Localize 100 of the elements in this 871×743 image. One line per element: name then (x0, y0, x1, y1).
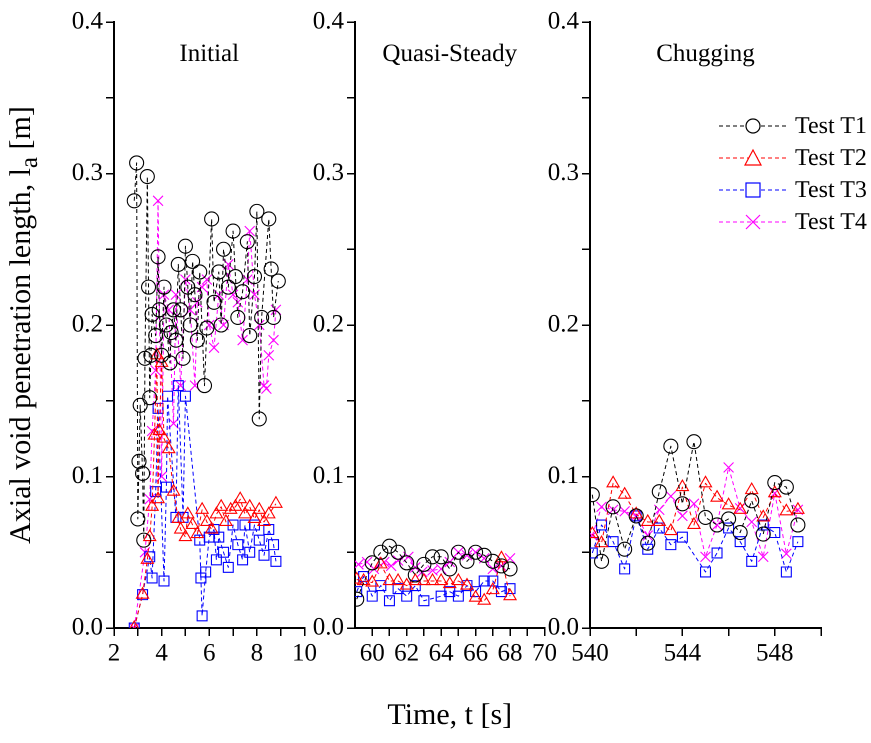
point (146, 426, 158, 437)
point (216, 242, 232, 257)
point (665, 539, 676, 550)
point (166, 484, 180, 496)
point (663, 438, 678, 454)
x-tick-label: 548 (756, 640, 794, 667)
point (190, 526, 204, 538)
x-tick-label: 10 (292, 640, 317, 667)
point (140, 168, 155, 184)
x-tick-label: 60 (360, 640, 385, 667)
point (162, 390, 174, 402)
y-tick-label: 0.1 (548, 462, 579, 490)
point (178, 238, 193, 254)
point (237, 334, 248, 346)
point (143, 530, 156, 542)
point (148, 328, 164, 344)
point (152, 424, 166, 436)
point (260, 383, 272, 394)
x-tick-label: 66 (463, 640, 488, 667)
x-tick-label: 544 (664, 640, 702, 667)
point (200, 566, 212, 578)
y-tick-label: 0.2 (312, 310, 344, 338)
point (226, 224, 241, 239)
point (222, 258, 234, 270)
point (723, 462, 734, 473)
point (594, 554, 610, 569)
point (126, 193, 142, 208)
point (156, 471, 168, 482)
x-tick-label: 6 (203, 640, 216, 667)
point (237, 554, 248, 566)
point (778, 480, 794, 495)
point (204, 532, 215, 543)
point (249, 204, 264, 219)
y-tick-label: 0.2 (548, 310, 579, 338)
point (654, 504, 665, 516)
y-tick-label: 0.2 (72, 310, 103, 338)
point (617, 542, 632, 557)
point (254, 320, 265, 330)
point (144, 551, 156, 562)
point (596, 519, 608, 530)
point (213, 532, 224, 543)
point (158, 289, 170, 300)
point (723, 522, 734, 534)
point (176, 350, 191, 366)
point (150, 364, 162, 376)
point (712, 548, 723, 559)
x-tick-label: 8 (250, 640, 264, 667)
point (213, 289, 224, 300)
y-tick-label: 0.3 (548, 159, 579, 186)
point (228, 289, 239, 300)
x-tick-label: 540 (571, 640, 609, 667)
point (189, 380, 200, 392)
point (185, 254, 200, 269)
point (152, 195, 164, 206)
point (258, 550, 270, 561)
point (214, 317, 229, 333)
point (131, 454, 147, 469)
y-tick-label: 0.0 (548, 614, 579, 641)
x-tick-label: 68 (498, 640, 523, 667)
point (248, 289, 260, 300)
point (258, 380, 270, 392)
point (178, 530, 192, 542)
point (270, 274, 286, 289)
point (144, 306, 160, 322)
point (654, 522, 665, 534)
point (130, 511, 146, 526)
point (676, 510, 688, 522)
point (232, 296, 244, 308)
point (676, 532, 688, 543)
point (140, 280, 156, 295)
point (642, 530, 654, 542)
point (252, 411, 267, 426)
point (160, 482, 172, 493)
point (195, 572, 206, 584)
point (686, 434, 702, 450)
y-tick-label: 0.4 (72, 8, 104, 35)
point (270, 304, 282, 316)
point (240, 234, 255, 250)
point (208, 524, 220, 536)
point (642, 544, 654, 555)
point (790, 517, 806, 533)
point (129, 155, 144, 170)
point (254, 534, 265, 546)
point (150, 486, 162, 498)
point (146, 572, 158, 584)
text: Chugging (656, 40, 755, 68)
point (242, 274, 253, 286)
x-axis-title: Time, t [s] (387, 698, 512, 732)
point (143, 348, 158, 363)
point (194, 534, 206, 546)
point (196, 282, 208, 293)
point (244, 546, 256, 558)
point (732, 525, 748, 540)
point (182, 317, 198, 333)
point (242, 328, 258, 344)
point (204, 211, 220, 226)
point (154, 348, 170, 363)
point (698, 510, 714, 525)
point (136, 532, 152, 548)
point (652, 484, 667, 500)
